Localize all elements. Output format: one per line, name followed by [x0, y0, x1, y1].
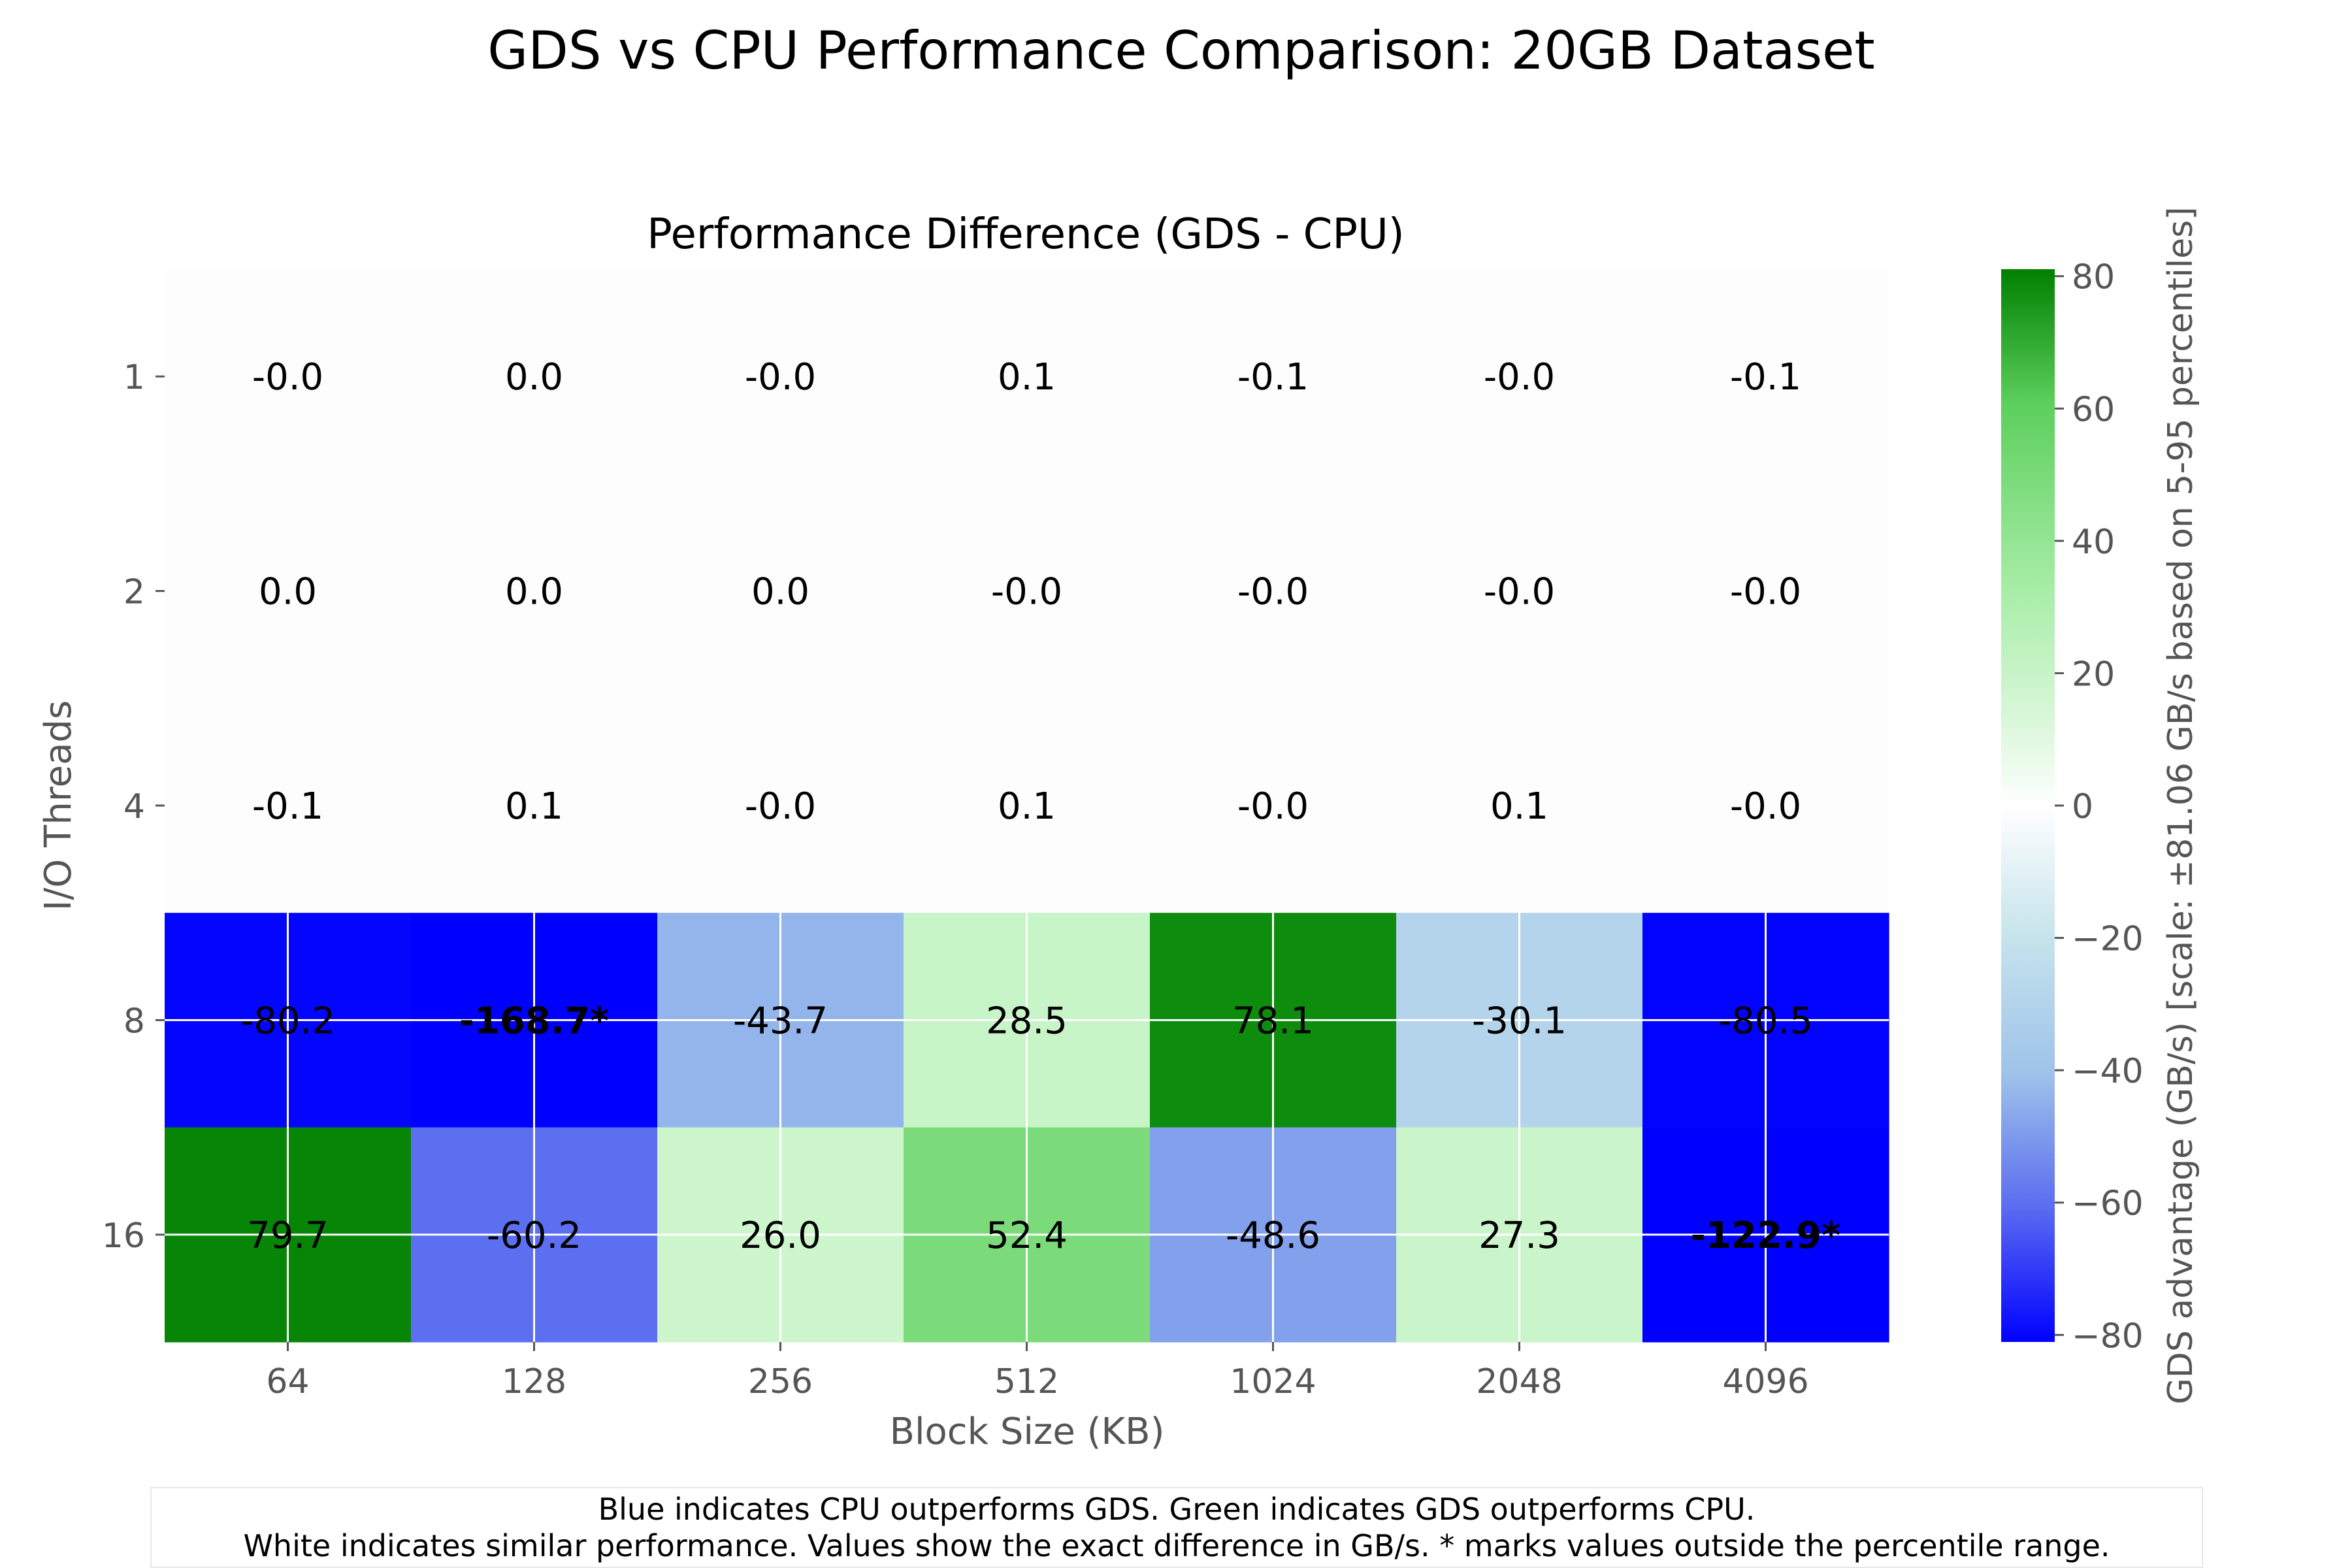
- cell-value-label: -0.0: [1237, 785, 1309, 828]
- cell-value-label: 0.0: [259, 571, 317, 613]
- cell-value-label: -0.0: [252, 356, 323, 399]
- caption-note: Blue indicates CPU outperforms GDS. Gree…: [150, 1487, 2203, 1568]
- heatmap-cell: [1396, 269, 1643, 484]
- caption-line-2: White indicates similar performance. Val…: [243, 1528, 2110, 1563]
- cell-value-label: 0.0: [505, 356, 563, 399]
- cell-value-label: -0.0: [745, 785, 816, 828]
- cell-value-label: -0.1: [1237, 356, 1309, 399]
- cell-value-label: 0.0: [505, 571, 563, 613]
- heatmap-cell: [1150, 483, 1397, 699]
- y-tick-label: 8: [123, 1002, 145, 1041]
- colorbar-tick-label: 60: [2072, 390, 2115, 429]
- x-axis-ticks: 64 128 256 512 1024 2048 4096: [266, 1342, 1809, 1401]
- cell-value-label: -168.7*: [459, 1000, 610, 1042]
- cell-value-label: -43.7: [733, 1000, 828, 1042]
- cell-value-label: 27.3: [1478, 1215, 1560, 1257]
- cell-value-label: -0.1: [1730, 356, 1801, 399]
- heatmap-cell: [904, 698, 1151, 913]
- heatmap-cell: [657, 269, 904, 484]
- x-tick-label: 64: [266, 1362, 309, 1401]
- heatmap-cell: [1150, 269, 1397, 484]
- cell-value-label: 79.7: [247, 1215, 329, 1257]
- y-tick-label: 2: [123, 573, 145, 612]
- cell-value-label: -0.0: [1730, 785, 1801, 828]
- x-tick-label: 2048: [1476, 1362, 1562, 1401]
- colorbar-tick-label: 40: [2072, 523, 2115, 562]
- heatmap-gridlines: [165, 913, 1889, 1342]
- cell-value-label: 28.5: [986, 1000, 1068, 1042]
- cell-value-label: 78.1: [1232, 1000, 1314, 1042]
- heatmap-cell: [1396, 698, 1643, 913]
- colorbar-tick-label: 80: [2072, 258, 2115, 297]
- colorbar-tick-label: −60: [2072, 1184, 2144, 1224]
- heatmap-cell: [411, 483, 658, 699]
- cell-value-label: -0.0: [1237, 571, 1309, 613]
- y-tick-label: 16: [102, 1217, 145, 1256]
- heatmap-cell: [165, 698, 412, 913]
- cell-value-label: -0.0: [1484, 356, 1555, 399]
- heatmap-cell: [904, 483, 1151, 699]
- cell-value-label: 0.1: [1490, 785, 1548, 828]
- colorbar-tick-label: 20: [2072, 655, 2115, 694]
- cell-value-label: 0.1: [998, 785, 1056, 828]
- x-tick-label: 512: [994, 1362, 1059, 1401]
- y-axis-ticks: 1 2 4 8 16: [102, 358, 165, 1256]
- cell-value-label: -0.0: [991, 571, 1062, 613]
- heatmap-cell: [904, 269, 1151, 484]
- heatmap-cell: [1150, 698, 1397, 913]
- heatmap-cell: [1396, 483, 1643, 699]
- y-tick-label: 1: [123, 358, 145, 397]
- colorbar-label: GDS advantage (GB/s) [scale: ±81.06 GB/s…: [2161, 207, 2200, 1405]
- heatmap-cell-labels: -0.0 0.0 -0.0 0.1 -0.1 -0.0 -0.1 0.0 0.0 0.0 -0.0 -…: [240, 356, 1840, 1257]
- cell-value-label: 52.4: [986, 1215, 1068, 1257]
- cell-value-label: -0.0: [1484, 571, 1555, 613]
- chart-subtitle: Performance Difference (GDS - CPU): [647, 210, 1405, 259]
- cell-value-label: -80.5: [1718, 1000, 1813, 1042]
- cell-value-label: 0.1: [998, 356, 1056, 399]
- colorbar-tick-label: 0: [2072, 787, 2093, 826]
- cell-value-label: 26.0: [740, 1215, 821, 1257]
- y-axis-label: I/O Threads: [37, 700, 80, 911]
- heatmap-cell: [1642, 698, 1889, 913]
- heatmap-cell: [411, 269, 658, 484]
- x-tick-label: 256: [748, 1362, 813, 1401]
- x-axis-label: Block Size (KB): [890, 1411, 1165, 1453]
- heatmap-cell: [165, 269, 412, 484]
- colorbar-tick-label: −20: [2072, 920, 2144, 959]
- x-tick-label: 4096: [1722, 1362, 1808, 1401]
- caption-line-1: Blue indicates CPU outperforms GDS. Gree…: [598, 1492, 1756, 1527]
- cell-value-label: -48.6: [1226, 1215, 1320, 1257]
- heatmap-cell: [165, 483, 412, 699]
- cell-value-label: -122.9*: [1691, 1215, 1841, 1257]
- cell-value-label: -0.0: [745, 356, 816, 399]
- heatmap-cell: [657, 698, 904, 913]
- cell-value-label: -30.1: [1472, 1000, 1567, 1042]
- heatmap-cell: [411, 698, 658, 913]
- heatmap-cell: [1642, 483, 1889, 699]
- colorbar-tick-label: −80: [2072, 1316, 2144, 1356]
- colorbar: [2001, 269, 2055, 1342]
- cell-value-label: 0.0: [751, 571, 809, 613]
- x-tick-label: 128: [502, 1362, 566, 1401]
- cell-value-label: 0.1: [505, 785, 563, 828]
- cell-value-label: -60.2: [487, 1215, 581, 1257]
- x-tick-label: 1024: [1230, 1362, 1316, 1401]
- cell-value-label: -0.1: [252, 785, 323, 828]
- cell-value-label: -0.0: [1730, 571, 1801, 613]
- cell-value-label: -80.2: [240, 1000, 335, 1042]
- chart-title: GDS vs CPU Performance Comparison: 20GB …: [487, 20, 1874, 81]
- colorbar-tick-label: −40: [2072, 1052, 2144, 1091]
- colorbar-ticks: 80 60 40 20 0 −20 −40 −60 −80: [2055, 258, 2144, 1356]
- heatmap-cell: [657, 483, 904, 699]
- y-tick-label: 4: [123, 787, 145, 826]
- heatmap-cell: [1642, 269, 1889, 484]
